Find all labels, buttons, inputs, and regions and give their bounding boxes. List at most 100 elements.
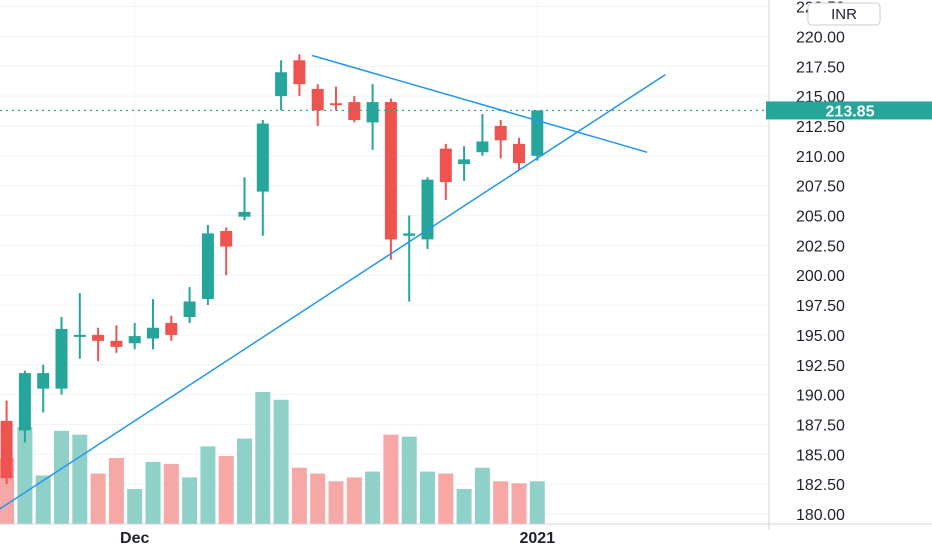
time-axis: Dec 2021 xyxy=(120,530,555,547)
y-tick-label: 185.00 xyxy=(796,447,845,464)
candle xyxy=(92,327,105,362)
candle xyxy=(110,325,123,353)
candles xyxy=(0,54,544,485)
volume-bar xyxy=(529,481,545,524)
x-tick-label: 2021 xyxy=(520,530,556,547)
volume-bar xyxy=(108,458,124,524)
y-tick-label: 190.00 xyxy=(796,388,845,405)
candle-body xyxy=(201,233,214,300)
y-tick-label: 212.50 xyxy=(796,119,845,136)
candle xyxy=(476,114,489,156)
volume-bar xyxy=(511,483,527,524)
volume-bar xyxy=(90,473,106,524)
candle-body xyxy=(165,322,178,335)
volume-bar xyxy=(493,481,509,524)
trendline-resistance xyxy=(312,54,648,153)
candle xyxy=(439,143,452,200)
candle xyxy=(421,177,434,249)
volume-bars xyxy=(0,392,545,524)
y-tick-label: 210.00 xyxy=(796,149,845,166)
grid xyxy=(0,0,768,524)
candle-body xyxy=(147,327,159,339)
candle-body xyxy=(128,336,141,344)
candle xyxy=(311,84,324,126)
volume-bar xyxy=(54,430,69,524)
volume-bar xyxy=(383,434,399,524)
candle xyxy=(256,119,269,236)
candle-body xyxy=(220,231,233,247)
candle-body xyxy=(55,328,68,389)
candle xyxy=(201,225,214,306)
y-tick-label: 187.50 xyxy=(796,417,845,434)
y-tick-label: 195.00 xyxy=(796,328,845,345)
volume-bar xyxy=(456,489,472,524)
candle xyxy=(293,54,306,97)
volume-bar xyxy=(273,399,289,524)
currency-badge[interactable]: INR xyxy=(807,2,881,26)
trendline-support xyxy=(0,73,666,510)
candle-body xyxy=(330,103,342,106)
candle xyxy=(37,364,50,413)
volume-bar xyxy=(328,481,344,524)
candle xyxy=(330,86,342,111)
candle xyxy=(183,287,196,323)
candle-body xyxy=(311,88,324,111)
volume-bar xyxy=(237,438,252,524)
candle xyxy=(73,293,86,359)
candle-body xyxy=(110,340,123,347)
candle-body xyxy=(513,143,525,163)
candle xyxy=(165,315,178,341)
volume-bar xyxy=(474,467,490,524)
y-tick-label: 180.00 xyxy=(796,507,845,524)
price-axis: 180.00 182.50 185.00 187.50 190.00 192.50 195.… xyxy=(796,0,845,524)
candle xyxy=(384,98,397,260)
candle xyxy=(128,322,141,350)
volume-bar xyxy=(127,489,143,524)
candle xyxy=(458,146,471,181)
y-tick-label: 197.50 xyxy=(796,298,845,315)
y-tick-label: 205.00 xyxy=(796,209,845,226)
y-tick-label: 182.50 xyxy=(796,477,845,494)
candle xyxy=(513,137,525,171)
volume-bar xyxy=(401,436,417,524)
candle xyxy=(238,177,251,221)
volume-bar xyxy=(420,471,435,524)
candle-body xyxy=(18,373,31,431)
candle-body xyxy=(384,102,397,240)
candle xyxy=(531,110,544,161)
volume-bar xyxy=(291,467,307,524)
y-tick-label: 192.50 xyxy=(796,358,845,375)
last-price-value: 213.85 xyxy=(826,103,875,120)
y-tick-label: 220.00 xyxy=(796,29,845,46)
y-tick-label: 200.00 xyxy=(796,268,845,285)
candle xyxy=(220,227,233,276)
volume-bar xyxy=(182,477,198,524)
candle-body xyxy=(275,72,288,97)
candle xyxy=(18,370,31,443)
candle-body xyxy=(293,60,306,85)
candle-body xyxy=(421,179,434,240)
candle-body xyxy=(494,125,507,141)
candle xyxy=(403,215,416,302)
last-price-tag: 213.85 xyxy=(766,101,932,120)
volume-bar xyxy=(145,461,161,524)
volume-bar xyxy=(255,392,271,524)
candle-body xyxy=(458,159,471,165)
x-tick-label: Dec xyxy=(120,530,149,547)
candle xyxy=(366,84,379,150)
candle-body xyxy=(183,301,196,317)
candle xyxy=(494,119,507,159)
volume-bar xyxy=(163,463,179,524)
trendlines xyxy=(0,54,666,510)
volume-bar xyxy=(346,477,362,524)
candle-body xyxy=(439,148,452,183)
candle-body xyxy=(92,334,105,341)
candle-body xyxy=(256,123,269,192)
candle-body xyxy=(531,110,544,156)
candle-body xyxy=(37,373,50,389)
volume-bar xyxy=(17,426,33,524)
y-tick-label: 207.50 xyxy=(796,179,845,196)
candle-body xyxy=(366,102,379,123)
y-tick-label: 217.50 xyxy=(796,59,845,76)
